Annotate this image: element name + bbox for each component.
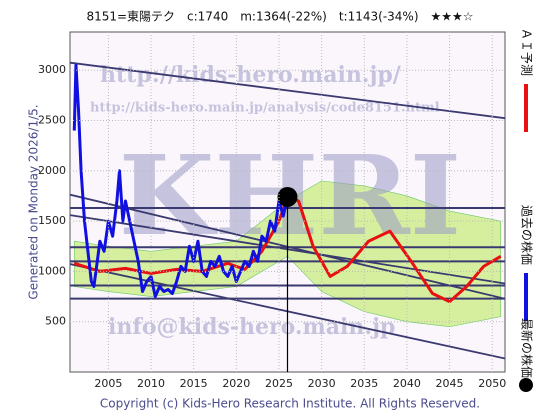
watermark: http://kids-hero.main.jp/analysis/code81…: [90, 101, 440, 116]
footer: Copyright (c) Kids-Hero Research Institu…: [100, 397, 480, 411]
y-tick-label: 2500: [38, 114, 66, 127]
x-tick-label: 2015: [180, 377, 208, 390]
x-tick-label: 2010: [137, 377, 165, 390]
x-tick-label: 2045: [436, 377, 464, 390]
chart-title: 8151=東陽テク c:1740 m:1364(-22%) t:1143(-34…: [86, 10, 473, 24]
legend-swatch: [519, 378, 533, 392]
y-tick-label: 3000: [38, 63, 66, 76]
y-tick-label: 1500: [38, 214, 66, 227]
x-tick-label: 2005: [94, 377, 122, 390]
y-tick-label: 1000: [38, 264, 66, 277]
latest-point: [277, 186, 298, 207]
legend-label: 過去の株価: [520, 205, 535, 265]
left-label: Generated on Monday 2026/1/5.: [27, 104, 41, 299]
watermark: http://kids-hero.main.jp/: [100, 62, 402, 88]
legend-label: 最新の株価: [520, 318, 535, 378]
y-tick-label: 2000: [38, 164, 66, 177]
x-tick-label: 2025: [265, 377, 293, 390]
series-line: [73, 195, 502, 304]
x-tick-label: 2030: [308, 377, 336, 390]
plot: http://kids-hero.main.jp/http://kids-her…: [70, 61, 505, 372]
x-tick-label: 2050: [478, 377, 506, 390]
series-line: [72, 63, 289, 299]
y-tick-label: 500: [45, 315, 66, 328]
x-tick-label: 2020: [222, 377, 250, 390]
watermark: info@kids-hero.main.jp: [108, 314, 395, 340]
x-tick-label: 2035: [350, 377, 378, 390]
trend-line: [70, 61, 505, 120]
legend-label: ＡＩ予測: [520, 28, 534, 76]
x-tick-label: 2040: [393, 377, 421, 390]
